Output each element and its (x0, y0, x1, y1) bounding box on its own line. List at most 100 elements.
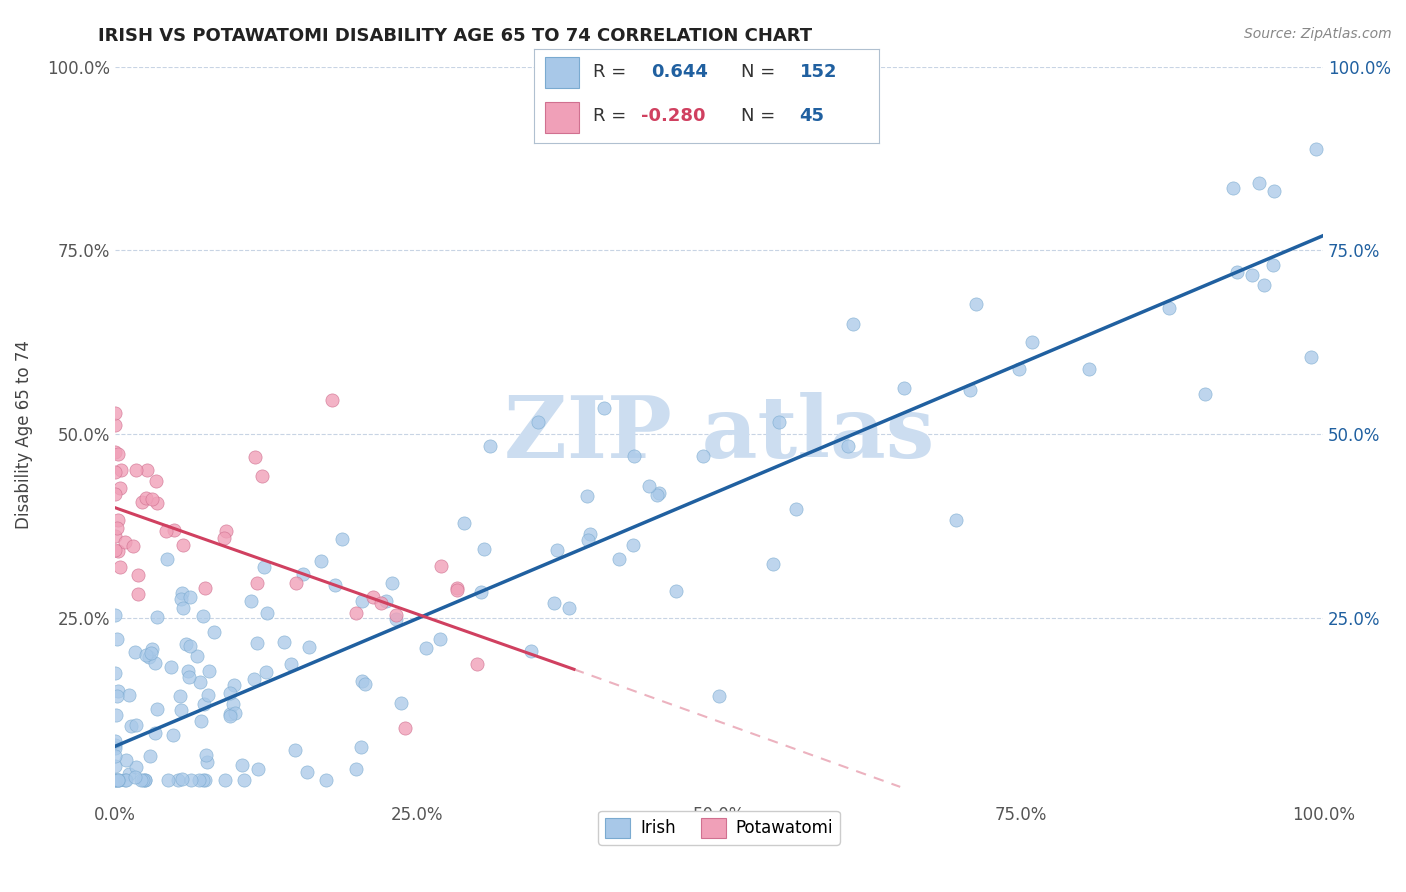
Point (280, 657, 302, 672)
Point (104, 772, 127, 787)
Point (107, 772, 129, 787)
Point (177, 665, 200, 679)
Point (1261, 258, 1284, 272)
Point (125, 718, 148, 732)
Point (429, 632, 451, 646)
Point (543, 596, 565, 610)
Point (104, 749, 127, 764)
Point (193, 697, 215, 711)
Point (143, 725, 166, 739)
Text: N =: N = (741, 108, 775, 126)
Point (118, 766, 141, 780)
Point (291, 567, 314, 582)
Legend: Irish, Potawatomi: Irish, Potawatomi (598, 811, 839, 845)
Point (446, 582, 468, 596)
Point (648, 486, 671, 500)
Point (179, 640, 201, 654)
Point (131, 494, 153, 508)
Point (219, 706, 242, 721)
Point (240, 593, 263, 607)
Text: 0.644: 0.644 (651, 63, 709, 81)
Point (188, 675, 211, 690)
Point (104, 772, 127, 787)
Point (146, 496, 169, 510)
Point (172, 600, 194, 615)
Point (157, 772, 180, 787)
Point (179, 590, 201, 604)
Point (146, 610, 169, 624)
Point (105, 689, 128, 703)
Point (166, 772, 188, 787)
Point (219, 709, 242, 723)
Point (122, 539, 145, 553)
Point (107, 544, 129, 558)
Point (381, 576, 404, 591)
Point (108, 481, 131, 495)
Point (222, 697, 245, 711)
Point (170, 703, 193, 717)
Point (104, 542, 127, 557)
Point (135, 648, 157, 662)
Point (576, 533, 599, 548)
Point (107, 772, 129, 787)
Point (298, 640, 321, 654)
Point (384, 612, 406, 626)
Point (945, 513, 967, 527)
Point (114, 772, 136, 787)
Point (120, 719, 142, 733)
Point (104, 529, 127, 543)
Point (124, 645, 146, 659)
Point (104, 666, 127, 681)
Point (768, 415, 790, 429)
Point (202, 625, 225, 640)
Point (352, 594, 374, 608)
Point (295, 764, 318, 779)
Point (389, 696, 412, 710)
Point (315, 772, 337, 787)
Point (104, 759, 127, 773)
Text: N =: N = (741, 63, 775, 81)
Point (593, 401, 616, 416)
Point (330, 532, 353, 546)
Point (645, 488, 668, 502)
Point (143, 656, 166, 670)
Point (194, 581, 217, 595)
Text: 45: 45 (800, 108, 824, 126)
Point (621, 538, 644, 552)
Point (415, 640, 437, 655)
Point (430, 558, 453, 573)
Point (246, 576, 269, 591)
Point (1253, 277, 1275, 292)
Point (253, 559, 276, 574)
Point (177, 670, 200, 684)
Point (370, 596, 392, 610)
Point (104, 417, 127, 432)
Point (232, 772, 254, 787)
Point (692, 449, 714, 463)
Point (384, 607, 406, 622)
Point (105, 772, 128, 787)
Point (169, 689, 191, 703)
Point (242, 672, 264, 686)
Point (195, 755, 218, 769)
Point (363, 590, 385, 604)
Point (118, 689, 141, 703)
Point (665, 584, 688, 599)
Point (842, 317, 865, 331)
Point (105, 521, 128, 535)
Point (104, 465, 127, 479)
Point (104, 708, 127, 723)
Point (104, 608, 127, 623)
Point (170, 591, 193, 606)
Point (129, 772, 152, 787)
Point (959, 383, 981, 397)
Point (579, 527, 602, 541)
Point (520, 643, 543, 657)
Text: R =: R = (593, 108, 626, 126)
Point (180, 772, 202, 787)
Point (1301, 351, 1323, 365)
Point (285, 576, 308, 591)
Point (145, 474, 167, 488)
Point (132, 772, 155, 787)
Point (105, 632, 128, 646)
